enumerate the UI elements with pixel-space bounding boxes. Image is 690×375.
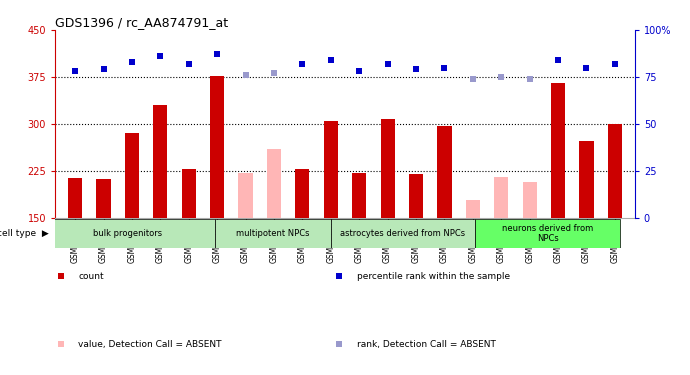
Bar bbox=[324, 121, 338, 218]
Point bbox=[411, 66, 422, 72]
Bar bbox=[475, 219, 620, 248]
Point bbox=[268, 70, 279, 76]
Bar bbox=[352, 172, 366, 217]
Text: bulk progenitors: bulk progenitors bbox=[93, 229, 162, 238]
Point bbox=[609, 61, 620, 67]
Bar bbox=[331, 219, 475, 248]
Bar bbox=[608, 124, 622, 217]
Point bbox=[184, 61, 195, 67]
Bar bbox=[466, 200, 480, 217]
Bar bbox=[153, 105, 168, 218]
Bar bbox=[210, 76, 224, 217]
Bar bbox=[181, 169, 196, 217]
Point bbox=[70, 68, 81, 74]
Text: cell type  ▶: cell type ▶ bbox=[0, 229, 48, 238]
Bar bbox=[41, 219, 215, 248]
Text: value, Detection Call = ABSENT: value, Detection Call = ABSENT bbox=[79, 340, 222, 349]
Point bbox=[495, 74, 506, 80]
Bar bbox=[522, 182, 537, 218]
Point bbox=[126, 59, 137, 65]
Text: neurons derived from
NPCs: neurons derived from NPCs bbox=[502, 224, 593, 243]
Point bbox=[439, 64, 450, 70]
Bar bbox=[215, 219, 331, 248]
Text: count: count bbox=[79, 272, 104, 280]
Bar bbox=[494, 177, 509, 218]
Text: GDS1396 / rc_AA874791_at: GDS1396 / rc_AA874791_at bbox=[55, 16, 228, 29]
Text: astrocytes derived from NPCs: astrocytes derived from NPCs bbox=[340, 229, 466, 238]
Bar bbox=[380, 119, 395, 218]
Point bbox=[98, 66, 109, 72]
Bar bbox=[68, 178, 82, 218]
Point bbox=[155, 53, 166, 59]
Text: multipotent NPCs: multipotent NPCs bbox=[236, 229, 309, 238]
Point bbox=[212, 51, 223, 57]
Point bbox=[553, 57, 564, 63]
Point bbox=[467, 76, 478, 82]
Text: rank, Detection Call = ABSENT: rank, Detection Call = ABSENT bbox=[357, 340, 495, 349]
Bar bbox=[295, 169, 310, 217]
Point bbox=[297, 61, 308, 67]
Point bbox=[325, 57, 336, 63]
Point bbox=[240, 72, 251, 78]
Bar bbox=[267, 149, 281, 217]
Bar bbox=[409, 174, 423, 217]
Bar bbox=[239, 172, 253, 217]
Point bbox=[354, 68, 365, 74]
Bar bbox=[97, 179, 110, 218]
Bar bbox=[125, 133, 139, 218]
Bar bbox=[437, 126, 451, 218]
Point bbox=[524, 76, 535, 82]
Text: percentile rank within the sample: percentile rank within the sample bbox=[357, 272, 510, 280]
Bar bbox=[551, 83, 565, 218]
Point bbox=[382, 61, 393, 67]
Bar bbox=[580, 141, 593, 218]
Point bbox=[581, 64, 592, 70]
Point bbox=[392, 63, 403, 70]
